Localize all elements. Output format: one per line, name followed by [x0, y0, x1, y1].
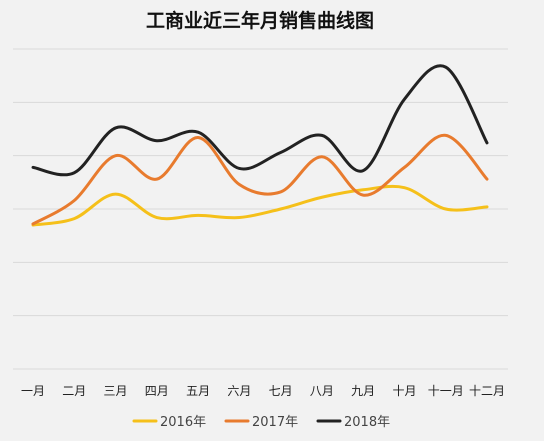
x-tick-label: 十二月: [469, 384, 505, 398]
series-line-2018年: [31, 64, 489, 177]
x-tick-label: 二月: [62, 384, 86, 398]
chart-title: 工商业近三年月销售曲线图: [146, 9, 374, 32]
x-tick-label: 四月: [145, 384, 169, 398]
x-axis-ticks: 一月 二月 三月 四月 五月 六月 七月 八月 九月 十月 十一月 十二月: [21, 384, 505, 398]
x-tick-label: 十月: [392, 384, 416, 398]
x-tick-label: 五月: [186, 384, 210, 398]
x-tick-label: 七月: [269, 384, 293, 398]
x-tick-label: 三月: [104, 384, 128, 398]
legend-label: 2016年: [160, 415, 206, 430]
gridlines: [13, 48, 508, 370]
series-lines: [31, 64, 489, 227]
series-line-2016年: [31, 184, 489, 227]
series-line-2017年: [31, 133, 489, 226]
x-tick-label: 九月: [351, 384, 375, 398]
x-tick-label: 八月: [310, 384, 334, 398]
legend-label: 2017年: [252, 415, 298, 430]
legend-label: 2018年: [344, 415, 390, 430]
x-tick-label: 六月: [227, 384, 251, 398]
legend: 2016年 2017年 2018年: [132, 415, 390, 430]
x-tick-label: 一月: [21, 384, 45, 398]
x-tick-label: 十一月: [428, 384, 464, 398]
